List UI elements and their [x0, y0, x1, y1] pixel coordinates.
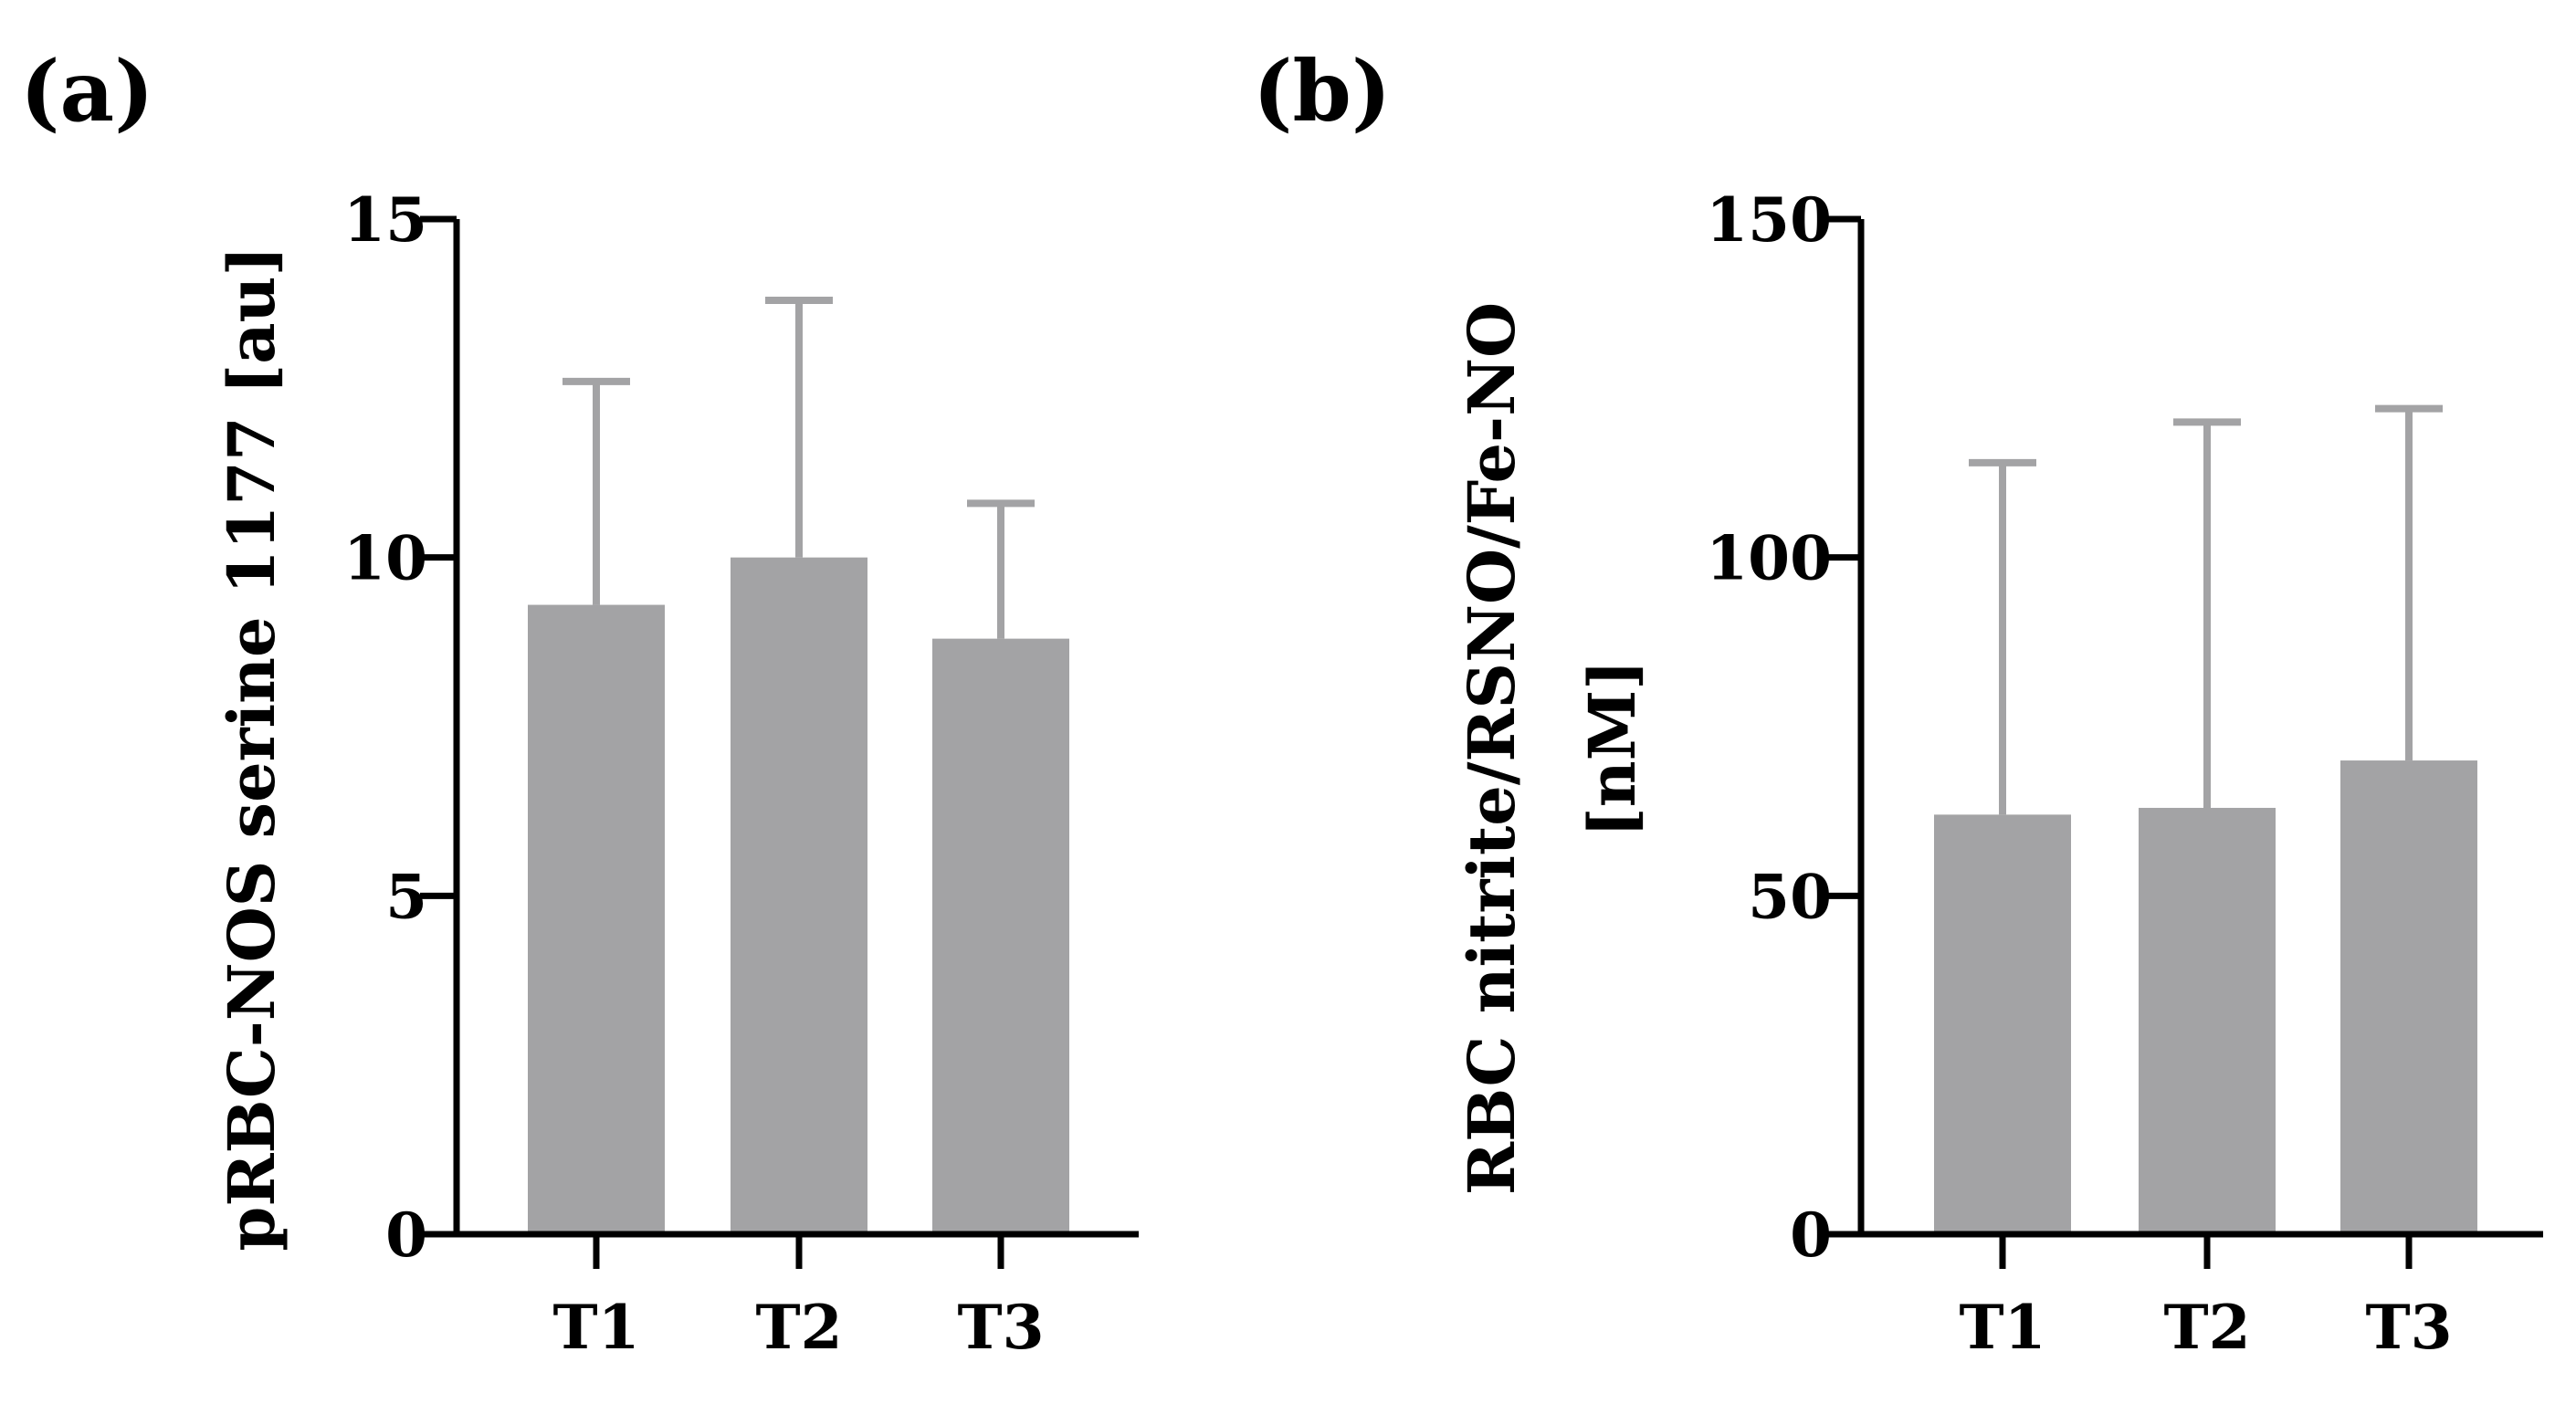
- panel-a-label: (a): [20, 42, 154, 141]
- panel-b-y-tick-label-100: 100: [1706, 523, 1832, 594]
- panel-b-y-tick-label-50: 50: [1748, 861, 1832, 932]
- panel-b-x-tick-label-t2: T2: [2163, 1292, 2250, 1363]
- chart-panel-b: (b) RBC nitrite/RSNO/Fe-NO [nM] 0 50 100 15…: [1253, 42, 2543, 1363]
- panel-b-y-tick-label-0: 0: [1790, 1200, 1832, 1271]
- panel-b-plot: 0 50 100 150 T1 T2 T3: [1706, 184, 2543, 1363]
- panel-b-x-tick-label-t3: T3: [2365, 1292, 2452, 1363]
- panel-a-y-tick-label-10: 10: [343, 523, 427, 594]
- panel-a-y-tick-label-0: 0: [385, 1200, 427, 1271]
- panel-a-y-tick-label-5: 5: [385, 861, 427, 932]
- panel-b-bar-t3: [2340, 760, 2477, 1234]
- panel-a-bar-t3: [932, 638, 1069, 1234]
- panel-a-y-tick-label-15: 15: [343, 184, 427, 256]
- panel-a-plot: 0 5 10 15 T1 T2 T3: [343, 184, 1139, 1363]
- chart-panel-a: (a) pRBC-NOS serine 1177 [au] 0 5 10 15 T1 T2…: [20, 42, 1139, 1363]
- panel-a-bar-t2: [731, 557, 867, 1234]
- panel-b-bar-t1: [1934, 814, 2071, 1234]
- panel-b-bar-t2: [2139, 807, 2276, 1234]
- panel-a-x-tick-label-t3: T3: [957, 1292, 1044, 1363]
- panel-b-x-tick-label-t1: T1: [1959, 1292, 2045, 1363]
- panel-a-x-tick-label-t2: T2: [755, 1292, 842, 1363]
- panel-b-y-tick-label-150: 150: [1706, 184, 1832, 256]
- panel-a-y-axis-title: pRBC-NOS serine 1177 [au]: [214, 246, 289, 1251]
- panel-a-bar-t1: [528, 604, 665, 1234]
- panel-b-y-axis-title-line-2: [nM]: [1574, 660, 1650, 838]
- panel-b-label: (b): [1253, 42, 1391, 141]
- panel-b-y-axis-title-line-1: RBC nitrite/RSNO/Fe-NO: [1454, 302, 1530, 1195]
- panel-a-x-tick-label-t1: T1: [552, 1292, 639, 1363]
